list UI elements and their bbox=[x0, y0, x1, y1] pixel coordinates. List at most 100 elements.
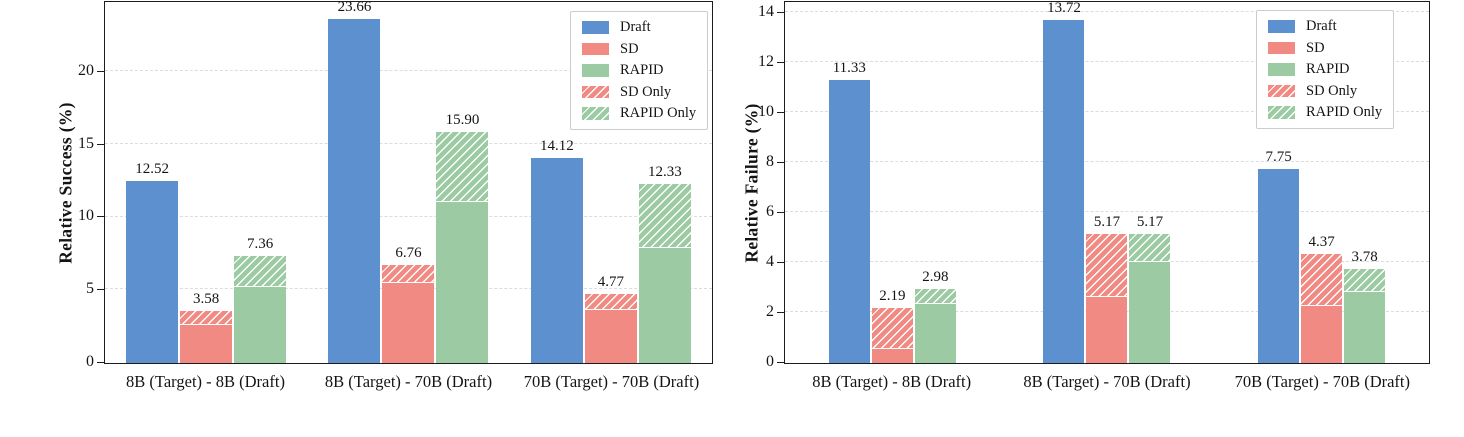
sd-bar: 4.77 bbox=[584, 274, 637, 363]
legend-item-sd-only: SD Only bbox=[582, 83, 696, 100]
bar-group: 7.75 4.37 3.78 bbox=[1258, 149, 1386, 363]
bar-value-label: 2.19 bbox=[879, 288, 906, 305]
gridline bbox=[105, 70, 712, 72]
y-axis-label-failure: Relative Failure (%) bbox=[741, 102, 762, 263]
bar-value-label: 5.17 bbox=[1136, 213, 1164, 230]
sd-only-hatch-segment bbox=[871, 308, 913, 350]
sd-bar: 5.17 bbox=[1086, 214, 1128, 363]
legend: Draft SD RAPID SD Only RAPID Only bbox=[570, 11, 709, 130]
rapid-solid-segment bbox=[436, 201, 489, 363]
sd-only-hatch-segment bbox=[382, 264, 435, 284]
bar-group: 11.33 2.19 2.98 bbox=[828, 60, 956, 363]
legend-label: SD bbox=[1306, 39, 1325, 56]
sd-only-hatch-segment bbox=[584, 293, 637, 310]
legend-swatch-rapid bbox=[582, 64, 609, 77]
y-tick-mark bbox=[777, 161, 784, 163]
rapid-bar: 12.33 bbox=[638, 164, 691, 363]
y-tick-mark bbox=[777, 111, 784, 113]
y-tick-mark bbox=[97, 361, 104, 363]
gridline bbox=[105, 215, 712, 217]
gridline bbox=[785, 111, 1429, 113]
bar-value-label: 3.58 bbox=[193, 291, 220, 307]
rapid-only-hatch-segment bbox=[1344, 268, 1386, 292]
legend-swatch-sd-hatched bbox=[582, 85, 609, 98]
plot-area-failure: 11.33 2.19 2.98 13.72 5.17 5.17 7.75 4.37 3.78 bbox=[784, 0, 1430, 364]
y-tick-label: 10 bbox=[78, 207, 94, 225]
y-tick-mark bbox=[97, 71, 104, 73]
legend-item-sd: SD bbox=[582, 40, 696, 57]
rapid-only-hatch-segment bbox=[234, 256, 287, 287]
legend-swatch-rapid-hatched bbox=[1268, 106, 1295, 119]
rapid-solid-segment bbox=[638, 248, 691, 363]
rapid-solid-segment bbox=[1344, 291, 1386, 363]
bar-value-label: 4.77 bbox=[597, 273, 624, 290]
y-tick-mark bbox=[777, 211, 784, 213]
draft-bar: 12.52 bbox=[126, 161, 179, 363]
bar-value-label: 2.98 bbox=[922, 268, 949, 285]
bar-group: 13.72 5.17 5.17 bbox=[1043, 0, 1171, 363]
y-tick-label: 6 bbox=[766, 202, 774, 220]
y-tick-mark bbox=[777, 361, 784, 363]
y-tick-mark bbox=[97, 289, 104, 291]
legend-label: RAPID bbox=[1306, 61, 1350, 77]
y-tick-mark bbox=[97, 216, 104, 218]
legend-label: RAPID Only bbox=[620, 105, 697, 121]
y-tick-mark bbox=[777, 12, 784, 14]
x-tick-label: 8B (Target) - 70B (Draft) bbox=[1023, 372, 1191, 391]
legend: Draft SD RAPID SD Only RAPID Only bbox=[1256, 10, 1395, 129]
sd-bar: 2.19 bbox=[871, 288, 913, 363]
legend-item-rapid-only: RAPID Only bbox=[1268, 105, 1382, 120]
draft-bar: 7.75 bbox=[1258, 149, 1300, 363]
legend-swatch-draft bbox=[1268, 20, 1295, 33]
legend-item-draft: Draft bbox=[1268, 19, 1382, 34]
rapid-solid-segment bbox=[234, 286, 287, 363]
y-tick-label: 5 bbox=[86, 280, 94, 298]
legend-swatch-sd-hatched bbox=[1268, 84, 1295, 97]
gridline bbox=[105, 142, 712, 144]
rapid-only-hatch-segment bbox=[914, 288, 956, 305]
legend-item-rapid: RAPID bbox=[582, 63, 696, 78]
sd-solid-segment bbox=[180, 324, 233, 363]
bar-value-label: 15.90 bbox=[445, 111, 480, 128]
draft-bar: 23.66 bbox=[328, 0, 381, 363]
bar-value-label: 13.72 bbox=[1047, 0, 1081, 17]
rapid-bar: 15.90 bbox=[436, 112, 489, 363]
legend-item-sd: SD bbox=[1268, 39, 1382, 56]
bar-groups: 12.52 3.58 7.36 23.66 6.76 15.90 14.12 4.77 12.3… bbox=[105, 0, 712, 363]
rapid-bar: 7.36 bbox=[234, 236, 287, 363]
legend-label: SD Only bbox=[1306, 82, 1358, 99]
bar-value-label: 3.78 bbox=[1351, 248, 1378, 265]
sd-only-hatch-segment bbox=[180, 311, 233, 325]
x-tick-label: 8B (Target) - 70B (Draft) bbox=[324, 372, 493, 391]
legend-label: RAPID bbox=[620, 62, 664, 78]
legend-label: Draft bbox=[1306, 18, 1337, 34]
legend-label: SD bbox=[620, 40, 639, 57]
bar-value-label: 23.66 bbox=[337, 0, 372, 16]
y-tick-mark bbox=[777, 62, 784, 63]
y-tick-label: 0 bbox=[766, 352, 774, 370]
sd-only-hatch-segment bbox=[1301, 253, 1343, 306]
sd-solid-segment bbox=[871, 349, 913, 363]
bar-value-label: 14.12 bbox=[539, 137, 574, 154]
bar-group: 14.12 4.77 12.33 bbox=[530, 138, 691, 363]
legend-item-sd-only: SD Only bbox=[1268, 82, 1382, 99]
sd-solid-segment bbox=[584, 309, 637, 363]
y-tick-label: 2 bbox=[766, 302, 774, 320]
x-tick-label: 70B (Target) - 70B (Draft) bbox=[523, 372, 700, 391]
legend-swatch-rapid-hatched bbox=[582, 107, 609, 120]
bar-value-label: 11.33 bbox=[832, 59, 866, 76]
sd-bar: 3.58 bbox=[180, 291, 233, 363]
x-tick-label: 8B (Target) - 8B (Draft) bbox=[126, 372, 285, 391]
sd-solid-segment bbox=[1086, 296, 1128, 363]
rapid-bar: 2.98 bbox=[914, 269, 956, 363]
legend-swatch-rapid bbox=[1268, 63, 1295, 76]
legend-label: SD Only bbox=[620, 83, 672, 100]
legend-swatch-sd bbox=[582, 42, 609, 55]
bar-value-label: 12.33 bbox=[647, 163, 682, 180]
y-tick-mark bbox=[777, 311, 784, 313]
x-axis-labels: 8B (Target) - 8B (Draft) 8B (Target) - 70… bbox=[784, 372, 1430, 392]
y-tick-mark bbox=[777, 261, 784, 263]
legend-label: Draft bbox=[620, 19, 651, 35]
